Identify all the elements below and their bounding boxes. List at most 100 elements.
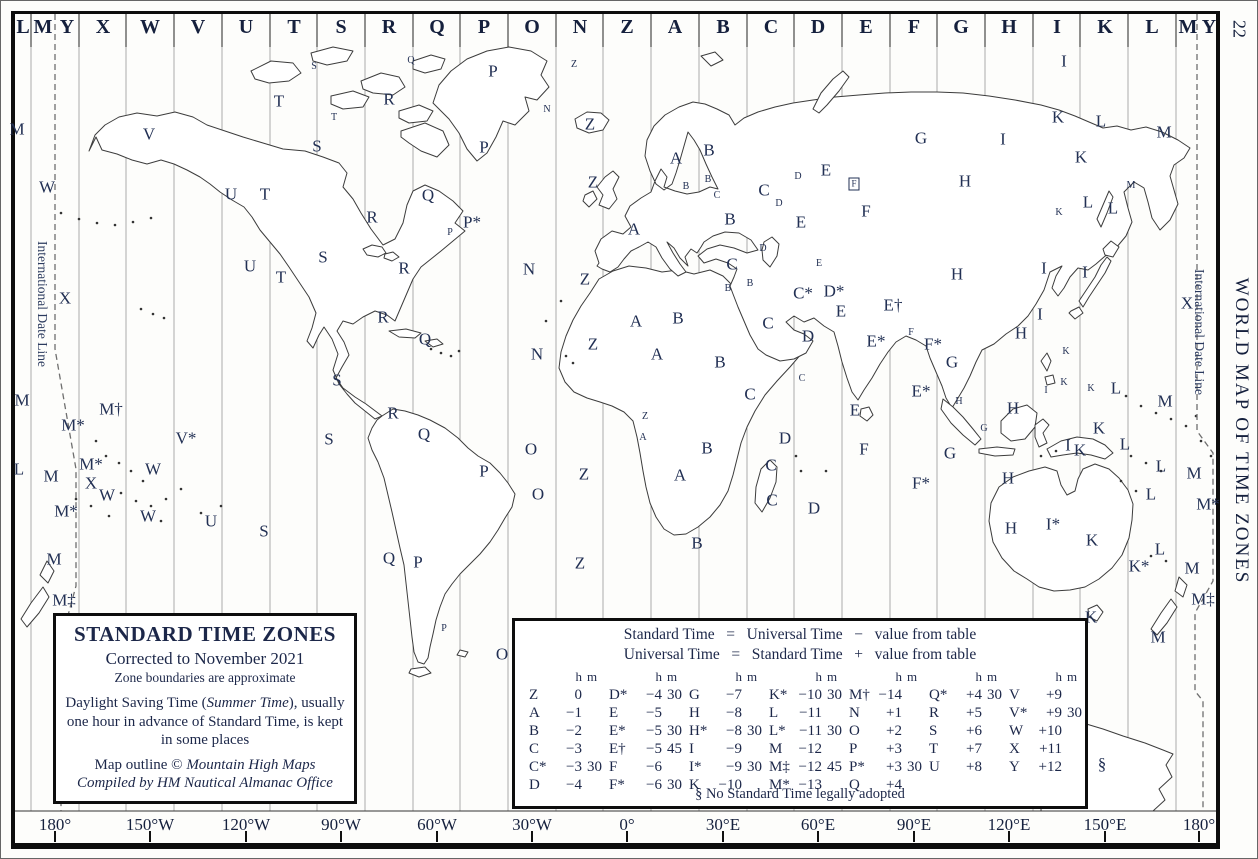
top-zone-letter: Y [1201, 16, 1217, 38]
zone-letter: D [529, 777, 540, 793]
side-title: WORLD MAP OF TIME ZONES [1231, 277, 1252, 585]
unit-hours: h [575, 669, 583, 684]
offset-hours: −5 [646, 705, 662, 721]
legend-outline-italic: Mountain High Maps [186, 756, 316, 773]
map-zone-letter: U [224, 184, 238, 204]
map-zone-letter: D [794, 171, 802, 182]
zone-offset-entry: M* −13 [769, 776, 849, 794]
offset-hours: −14 [878, 687, 902, 703]
zone-letter: C* [529, 759, 547, 775]
offset-minutes [582, 740, 609, 758]
map-zone-letter: A [669, 148, 683, 168]
map-zone-letter: S [324, 429, 334, 449]
international-date-line-label-right: International Date Line [1192, 269, 1207, 395]
top-zone-letter: R [381, 16, 397, 38]
map-zone-letter: O [495, 644, 509, 664]
zone-letter: B [529, 723, 540, 739]
map-zone-letter: X [1180, 293, 1194, 313]
map-zone-letter: N [530, 344, 544, 364]
zone-letter: P* [849, 759, 865, 775]
map-zone-letter: F [848, 177, 860, 191]
unit-spacer [609, 668, 634, 686]
continent-outlines [20, 46, 1191, 811]
top-zone-letter: S [335, 16, 347, 38]
map-zone-letter: G [943, 443, 957, 463]
zone-offset-entry: L −11 [769, 704, 849, 722]
map-zone-letter: M‡ [52, 590, 76, 610]
map-zone-letter: G [914, 128, 928, 148]
map-zone-letter: C [726, 254, 738, 274]
map-zone-letter: B [724, 283, 732, 294]
map-zone-letter: C [798, 373, 806, 384]
offset-hours: −12 [798, 759, 822, 775]
zone-letter: M* [769, 777, 790, 793]
offset-minutes: 30 [667, 777, 682, 793]
zone-offset-column: h m D* −4 30 E −5 E* −5 30 E† −5 45 F −6 F* −6 30 [609, 668, 689, 794]
offset-hours: −12 [798, 741, 822, 757]
zone-offset-entry: P +3 [849, 740, 929, 758]
zone-letter: S [929, 723, 938, 739]
map-zone-letter: D [759, 243, 767, 254]
offset-hours: −9 [726, 741, 742, 757]
zone-offset-entry: I* −9 30 [689, 758, 769, 776]
map-zone-letter: B [714, 352, 726, 372]
zone-letter: Y [1009, 759, 1020, 775]
map-zone-letter: M* [1196, 494, 1220, 514]
zone-letter: R [929, 705, 940, 721]
top-zone-letter: W [140, 16, 160, 38]
offset-hours: +8 [966, 759, 982, 775]
zone-offset-entry: E† −5 45 [609, 740, 689, 758]
map-zone-letter: Q [382, 548, 396, 568]
map-zone-letter: Z [641, 411, 649, 422]
unit-minutes: m [827, 669, 838, 684]
map-zone-letter: B [701, 438, 713, 458]
offset-minutes: 30 [907, 759, 922, 775]
zone-offset-entry: N +1 [849, 704, 929, 722]
zone-offset-entry: F* −6 30 [609, 776, 689, 794]
map-zone-letter: D [801, 326, 815, 346]
offset-hours: −13 [798, 777, 822, 793]
zone-offset-entry: L* −11 30 [769, 722, 849, 740]
offset-minutes: 30 [747, 723, 762, 739]
zone-offset-entry: Y +12 [1009, 758, 1089, 776]
offset-minutes: 30 [827, 687, 842, 703]
legend-dst-note: Daylight Saving Time (Summer Time), usua… [64, 694, 346, 750]
unit-spacer [849, 668, 874, 686]
page-number: 22 [1229, 20, 1250, 38]
map-zone-letter: C [744, 384, 756, 404]
map-zone-letter: X [58, 288, 72, 308]
offset-hours: −1 [566, 705, 582, 721]
unit-hours: h [735, 669, 743, 684]
offset-minutes: 30 [1067, 705, 1082, 721]
top-zone-letter: K [1097, 16, 1113, 38]
offset-hours: +1 [886, 705, 902, 721]
offset-hours: −5 [646, 723, 662, 739]
legend-corrected-date: Corrected to November 2021 [105, 649, 305, 668]
map-zone-letter: T [275, 267, 287, 287]
top-zone-letter: I [1053, 16, 1061, 38]
map-zone-letter: X [84, 473, 98, 493]
map-zone-letter: M [46, 549, 62, 569]
zone-letter: M [769, 741, 783, 757]
map-zone-letter: C* [793, 283, 813, 303]
offset-hours: +9 [1046, 705, 1062, 721]
map-zone-letter: W [98, 485, 116, 505]
unit-spacer [1009, 668, 1034, 686]
map-frame [11, 11, 1220, 849]
map-zone-letter: H [1006, 398, 1020, 418]
map-zone-letter: Q [407, 55, 415, 66]
map-zone-letter: F [859, 439, 869, 459]
map-zone-letter: Q [421, 185, 435, 205]
map-zone-letter: L [13, 459, 25, 479]
map-zone-letter: G [980, 423, 988, 434]
offset-minutes [582, 722, 609, 740]
longitude-tick [817, 831, 819, 842]
zone-letter: Q* [929, 687, 948, 703]
map-zone-letter: Q [418, 329, 432, 349]
zone-offset-entry: M† −14 [849, 686, 929, 704]
zone-offset-entry: E* −5 30 [609, 722, 689, 740]
map-zone-letter: I [1037, 304, 1043, 324]
map-zone-letter: P [479, 137, 489, 157]
zone-letter: V* [1009, 705, 1028, 721]
